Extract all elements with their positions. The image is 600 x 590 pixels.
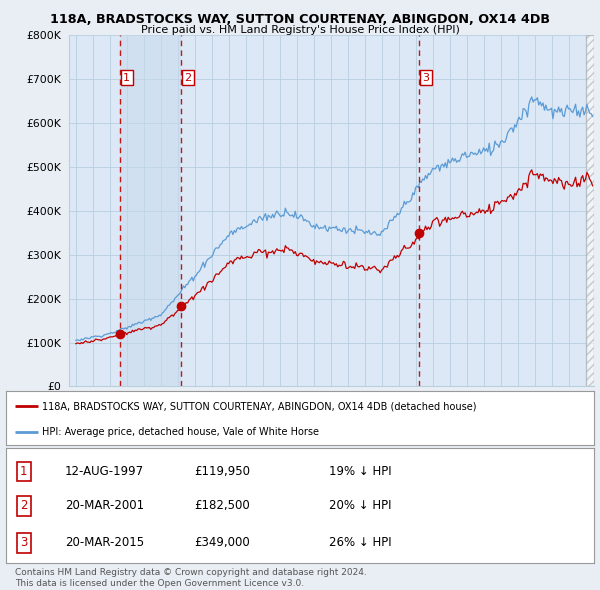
- Text: 3: 3: [422, 73, 430, 83]
- Text: 20% ↓ HPI: 20% ↓ HPI: [329, 499, 392, 513]
- Text: 118A, BRADSTOCKS WAY, SUTTON COURTENAY, ABINGDON, OX14 4DB (detached house): 118A, BRADSTOCKS WAY, SUTTON COURTENAY, …: [43, 401, 477, 411]
- Text: 19% ↓ HPI: 19% ↓ HPI: [329, 465, 392, 478]
- Text: 1: 1: [20, 465, 28, 478]
- Text: Contains HM Land Registry data © Crown copyright and database right 2024.
This d: Contains HM Land Registry data © Crown c…: [15, 568, 367, 588]
- Text: 20-MAR-2001: 20-MAR-2001: [65, 499, 144, 513]
- Text: Price paid vs. HM Land Registry's House Price Index (HPI): Price paid vs. HM Land Registry's House …: [140, 25, 460, 35]
- Text: £349,000: £349,000: [194, 536, 250, 549]
- Text: 20-MAR-2015: 20-MAR-2015: [65, 536, 144, 549]
- Text: £119,950: £119,950: [194, 465, 250, 478]
- Bar: [586, 35, 594, 386]
- Text: 26% ↓ HPI: 26% ↓ HPI: [329, 536, 392, 549]
- Bar: [120, 35, 181, 386]
- Text: 2: 2: [20, 499, 28, 513]
- Text: 1: 1: [123, 73, 130, 83]
- Text: 12-AUG-1997: 12-AUG-1997: [65, 465, 144, 478]
- Text: £182,500: £182,500: [194, 499, 250, 513]
- Text: HPI: Average price, detached house, Vale of White Horse: HPI: Average price, detached house, Vale…: [43, 427, 319, 437]
- Text: 2: 2: [185, 73, 191, 83]
- Text: 3: 3: [20, 536, 28, 549]
- Text: 118A, BRADSTOCKS WAY, SUTTON COURTENAY, ABINGDON, OX14 4DB: 118A, BRADSTOCKS WAY, SUTTON COURTENAY, …: [50, 13, 550, 26]
